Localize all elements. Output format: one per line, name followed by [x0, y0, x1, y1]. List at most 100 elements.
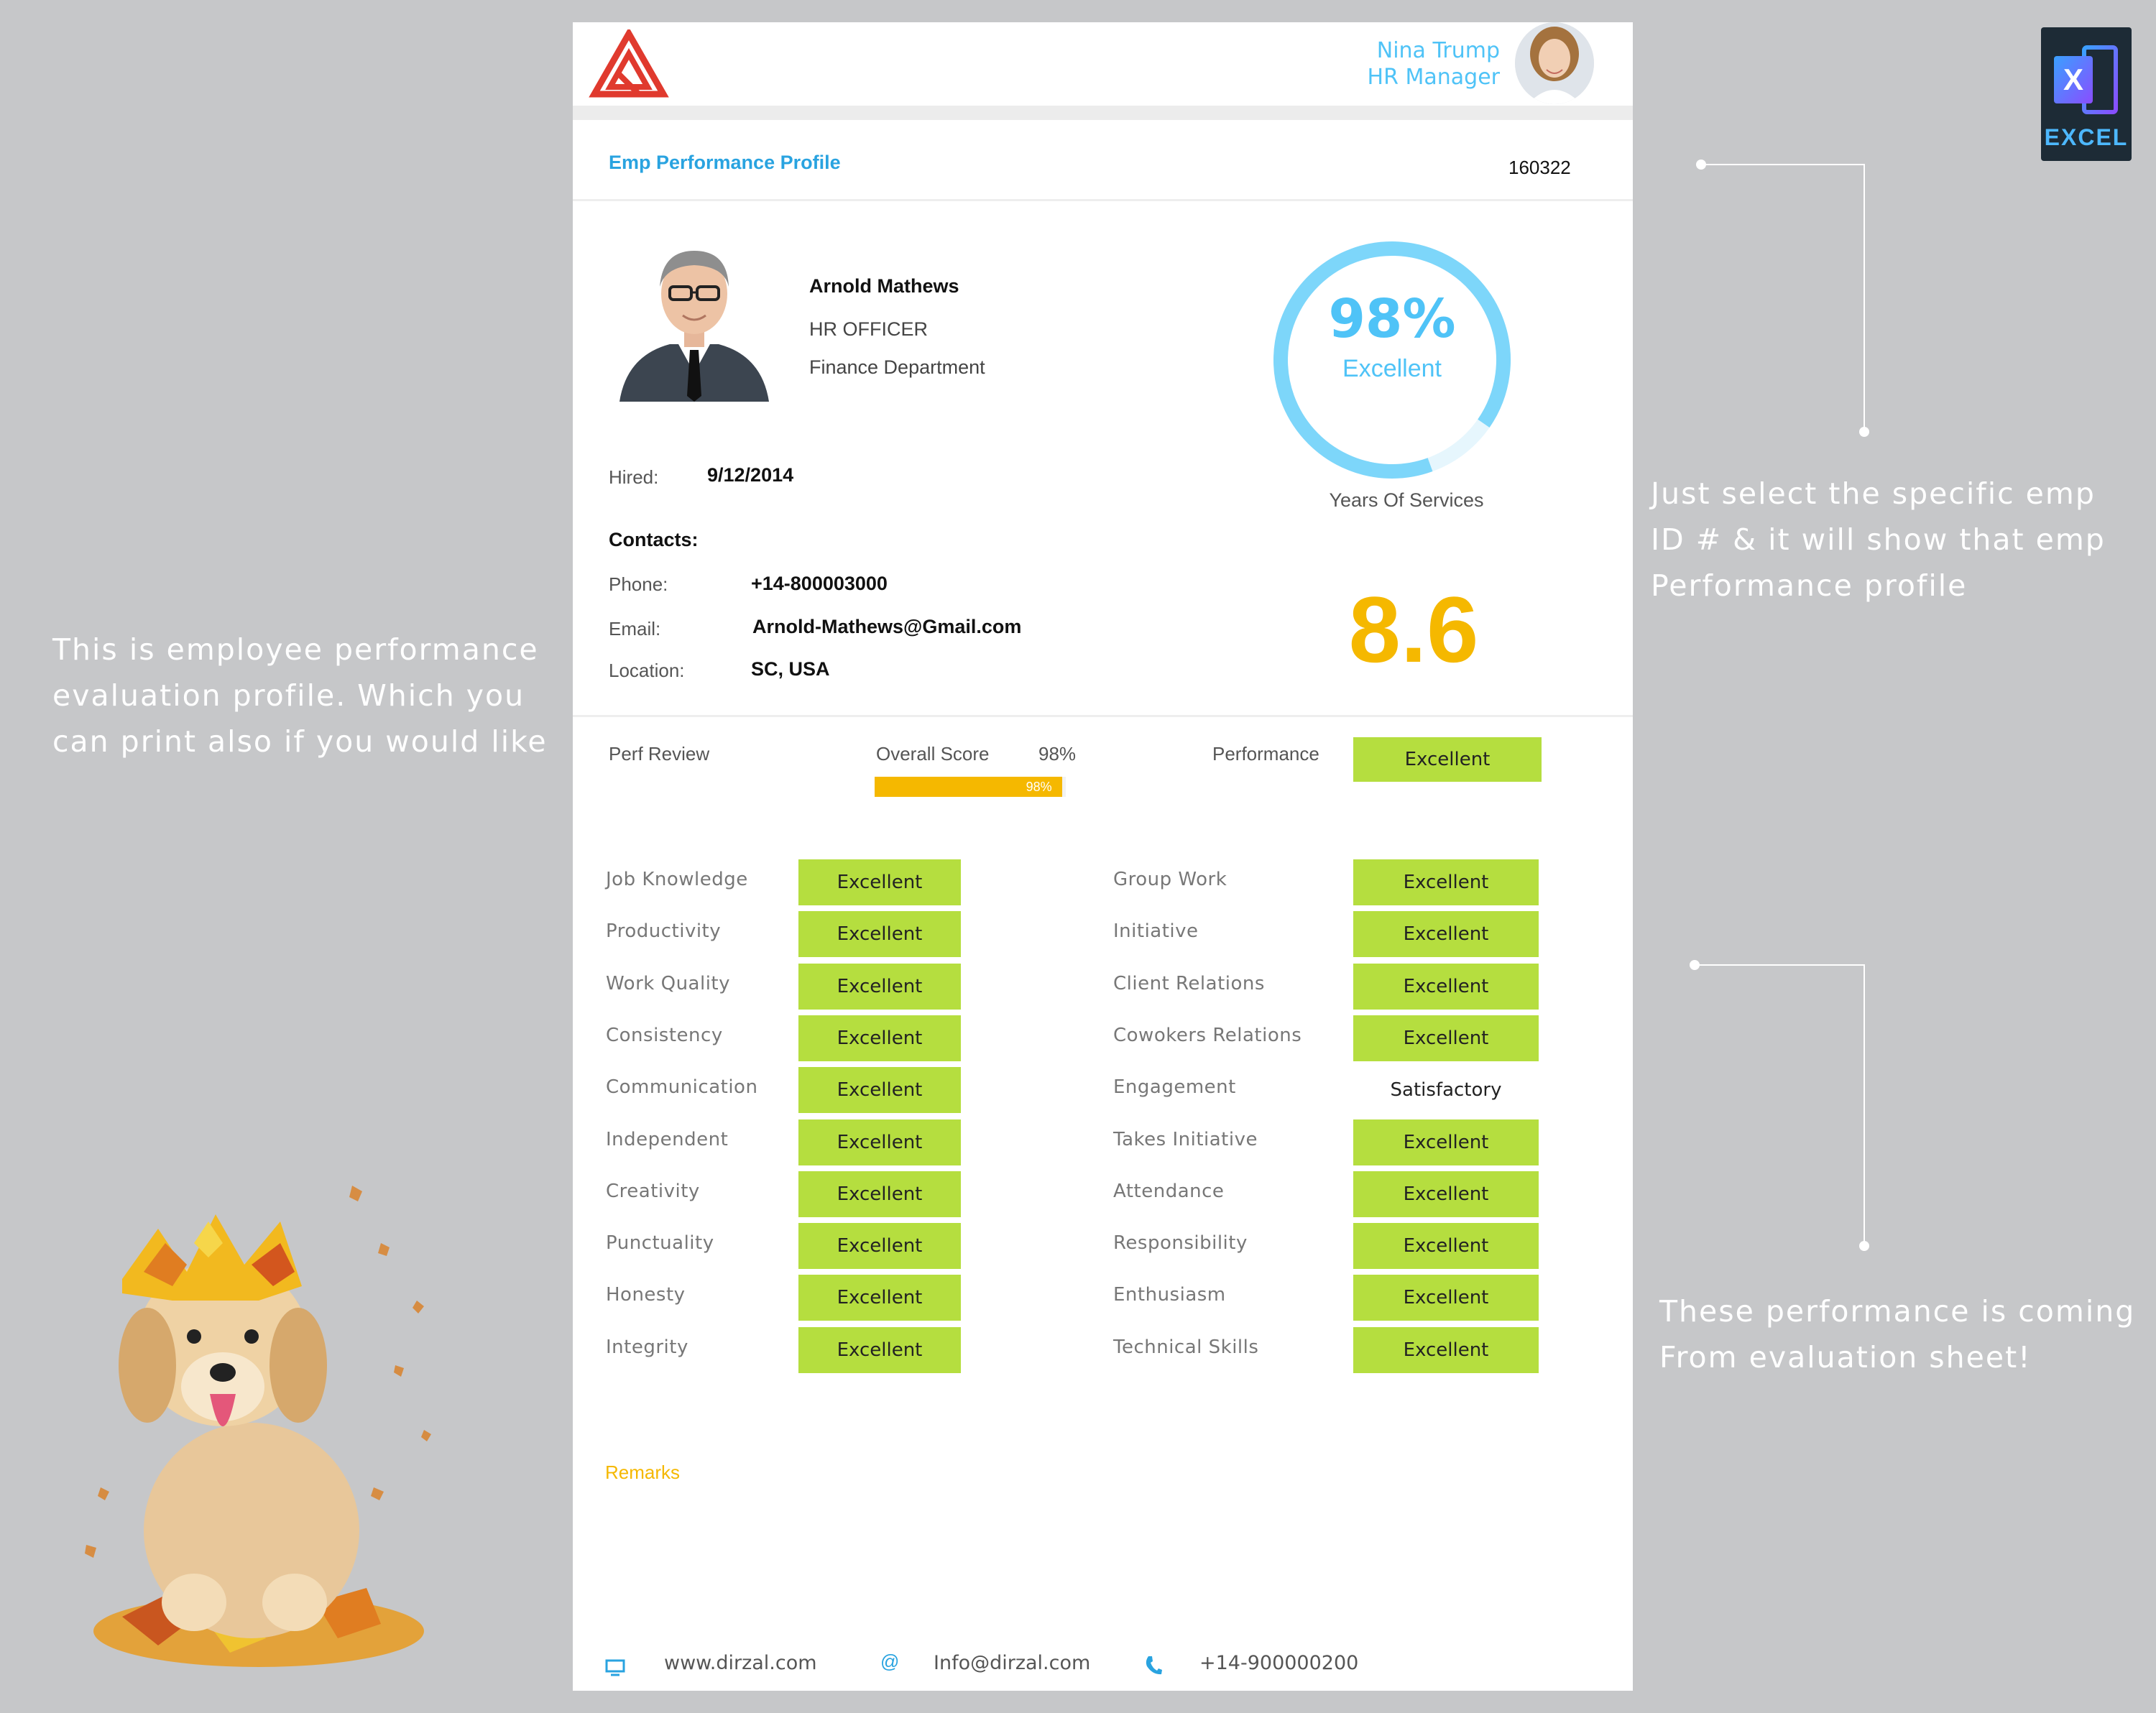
- connector-dot: [1859, 427, 1869, 437]
- criterion-label: Consistency: [606, 1025, 723, 1046]
- performance-label: Performance: [1212, 743, 1319, 765]
- phone-value: +14-800003000: [751, 573, 888, 594]
- at-icon: @: [880, 1650, 900, 1672]
- criterion-label: Integrity: [606, 1336, 688, 1358]
- email-label: Email:: [609, 618, 661, 640]
- connector-line: [1701, 164, 1865, 165]
- overall-score-label: Overall Score: [876, 743, 990, 765]
- svg-text:X: X: [2063, 63, 2083, 96]
- footer-website[interactable]: www.dirzal.com: [664, 1652, 817, 1674]
- excel-label: EXCEL: [2044, 124, 2129, 150]
- gauge-label: Excellent: [1342, 355, 1442, 382]
- location-label: Location:: [609, 660, 685, 681]
- years-of-service-label: Years Of Services: [1329, 489, 1484, 511]
- right-bottom-annotation: These performance is coming From evaluat…: [1659, 1294, 2136, 1375]
- contacts-heading: Contacts:: [609, 529, 699, 550]
- criterion-label: Initiative: [1113, 920, 1199, 942]
- criterion-rating: Excellent: [798, 1015, 961, 1061]
- performance-value: Excellent: [1353, 737, 1542, 782]
- manager-title: HR Manager: [1367, 65, 1500, 90]
- employee-department: Finance Department: [809, 356, 985, 378]
- excel-icon: X: [2054, 45, 2118, 114]
- criterion-rating: Excellent: [798, 1067, 961, 1113]
- criterion-rating: Excellent: [1353, 1015, 1539, 1061]
- overall-score-bar: 98%: [875, 777, 1066, 797]
- remarks-label: Remarks: [605, 1462, 681, 1483]
- connector-dot: [1859, 1241, 1869, 1251]
- criterion-rating: Excellent: [798, 1223, 961, 1269]
- employee-id-select[interactable]: 160322: [1508, 157, 1571, 178]
- footer-phone[interactable]: +14-900000200: [1199, 1652, 1359, 1674]
- criterion-rating: Excellent: [798, 859, 961, 905]
- criterion-label: Honesty: [606, 1284, 686, 1306]
- criterion-label: Job Knowledge: [606, 869, 748, 890]
- connector-line: [1695, 964, 1865, 966]
- criterion-label: Client Relations: [1113, 973, 1265, 994]
- sheet-header: [573, 22, 1633, 106]
- hired-date: 9/12/2014: [707, 464, 794, 486]
- score-gauge: [1273, 241, 1511, 479]
- criterion-label: Productivity: [606, 920, 722, 942]
- criterion-label: Attendance: [1113, 1181, 1225, 1202]
- criterion-label: Work Quality: [606, 973, 731, 994]
- criterion-rating: Satisfactory: [1390, 1079, 1502, 1101]
- divider: [573, 715, 1633, 717]
- criterion-label: Communication: [606, 1076, 758, 1098]
- connector-line: [1864, 964, 1865, 1245]
- criterion-label: Engagement: [1113, 1076, 1236, 1098]
- header-band: [573, 106, 1633, 120]
- criterion-rating: Excellent: [798, 1275, 961, 1321]
- criterion-rating: Excellent: [1353, 1223, 1539, 1269]
- overall-score-bar-fill: 98%: [875, 777, 1062, 797]
- criterion-label: Punctuality: [606, 1232, 714, 1254]
- employee-role: HR OFFICER: [809, 318, 928, 340]
- overall-score-bar-label: 98%: [1026, 780, 1052, 794]
- criterion-rating: Excellent: [1353, 1119, 1539, 1165]
- criterion-rating: Excellent: [798, 911, 961, 957]
- right-top-annotation: Just select the specific emp ID # & it w…: [1651, 476, 2106, 603]
- email-value: Arnold-Mathews@Gmail.com: [752, 616, 1022, 637]
- perf-review-label: Perf Review: [609, 743, 710, 765]
- criterion-label: Group Work: [1113, 869, 1227, 890]
- company-logo-icon: [589, 29, 669, 98]
- profile-sheet: Nina Trump HR Manager Emp Performance Pr…: [573, 22, 1633, 1691]
- excel-badge: X EXCEL: [2041, 27, 2132, 161]
- criterion-label: Independent: [606, 1129, 729, 1150]
- years-of-service-value: 8.6: [1348, 577, 1479, 682]
- criterion-label: Responsibility: [1113, 1232, 1248, 1254]
- profile-title: Emp Performance Profile: [609, 152, 841, 173]
- gauge-percent: 98%: [1328, 288, 1456, 350]
- manager-avatar: [1515, 22, 1594, 104]
- employee-name: Arnold Mathews: [809, 275, 959, 297]
- left-annotation: This is employee performance evaluation …: [52, 632, 548, 759]
- criterion-rating: Excellent: [1353, 1327, 1539, 1373]
- puppy-illustration: [85, 1186, 431, 1667]
- overall-score-value: 98%: [1038, 743, 1077, 765]
- location-value: SC, USA: [751, 658, 830, 680]
- criterion-rating: Excellent: [798, 964, 961, 1010]
- manager-photo-icon: [1515, 22, 1594, 104]
- criterion-label: Creativity: [606, 1181, 700, 1202]
- monitor-icon: [605, 1659, 625, 1676]
- criterion-label: Enthusiasm: [1113, 1284, 1226, 1306]
- criterion-label: Takes Initiative: [1113, 1129, 1258, 1150]
- criterion-rating: Excellent: [1353, 1171, 1539, 1217]
- criterion-rating: Excellent: [798, 1119, 961, 1165]
- employee-avatar-icon: [619, 229, 769, 402]
- criterion-rating: Excellent: [1353, 859, 1539, 905]
- criterion-rating: Excellent: [798, 1327, 961, 1373]
- employee-photo: [619, 229, 769, 402]
- phone-label: Phone:: [609, 573, 668, 595]
- criterion-rating: Excellent: [1353, 911, 1539, 957]
- criterion-label: Cowokers Relations: [1113, 1025, 1302, 1046]
- hired-label: Hired:: [609, 466, 659, 488]
- criterion-rating: Excellent: [798, 1171, 961, 1217]
- footer-email[interactable]: Info@dirzal.com: [934, 1652, 1091, 1674]
- criterion-rating: Excellent: [1353, 964, 1539, 1010]
- connector-line: [1864, 164, 1865, 431]
- manager-name: Nina Trump: [1376, 38, 1500, 63]
- divider: [573, 199, 1633, 201]
- criterion-label: Technical Skills: [1113, 1336, 1259, 1358]
- phone-icon: [1146, 1656, 1162, 1675]
- criterion-rating: Excellent: [1353, 1275, 1539, 1321]
